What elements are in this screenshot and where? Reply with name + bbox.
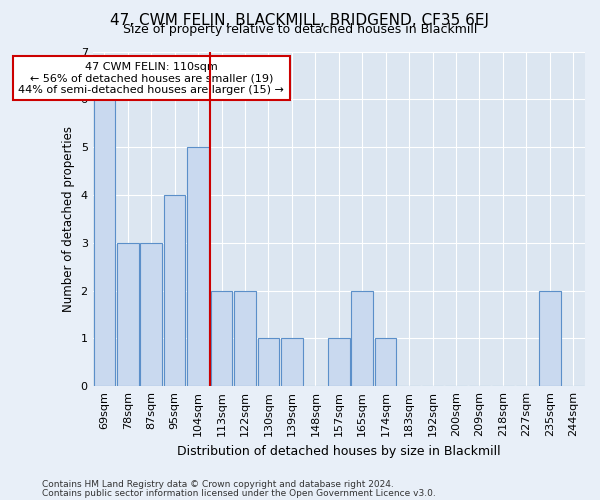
Bar	[281, 338, 302, 386]
Text: Size of property relative to detached houses in Blackmill: Size of property relative to detached ho…	[123, 22, 477, 36]
Bar	[187, 147, 209, 386]
Bar	[328, 338, 350, 386]
Bar	[234, 290, 256, 386]
Text: Contains HM Land Registry data © Crown copyright and database right 2024.: Contains HM Land Registry data © Crown c…	[42, 480, 394, 489]
Text: 47, CWM FELIN, BLACKMILL, BRIDGEND, CF35 6EJ: 47, CWM FELIN, BLACKMILL, BRIDGEND, CF35…	[110, 12, 490, 28]
Bar	[257, 338, 279, 386]
Bar	[539, 290, 560, 386]
Text: 47 CWM FELIN: 110sqm
← 56% of detached houses are smaller (19)
44% of semi-detac: 47 CWM FELIN: 110sqm ← 56% of detached h…	[18, 62, 284, 94]
Bar	[164, 195, 185, 386]
Y-axis label: Number of detached properties: Number of detached properties	[62, 126, 75, 312]
Bar	[211, 290, 232, 386]
Text: Contains public sector information licensed under the Open Government Licence v3: Contains public sector information licen…	[42, 488, 436, 498]
Bar	[117, 242, 139, 386]
Bar	[352, 290, 373, 386]
Bar	[375, 338, 397, 386]
Bar	[94, 100, 115, 386]
X-axis label: Distribution of detached houses by size in Blackmill: Distribution of detached houses by size …	[177, 444, 500, 458]
Bar	[140, 242, 162, 386]
